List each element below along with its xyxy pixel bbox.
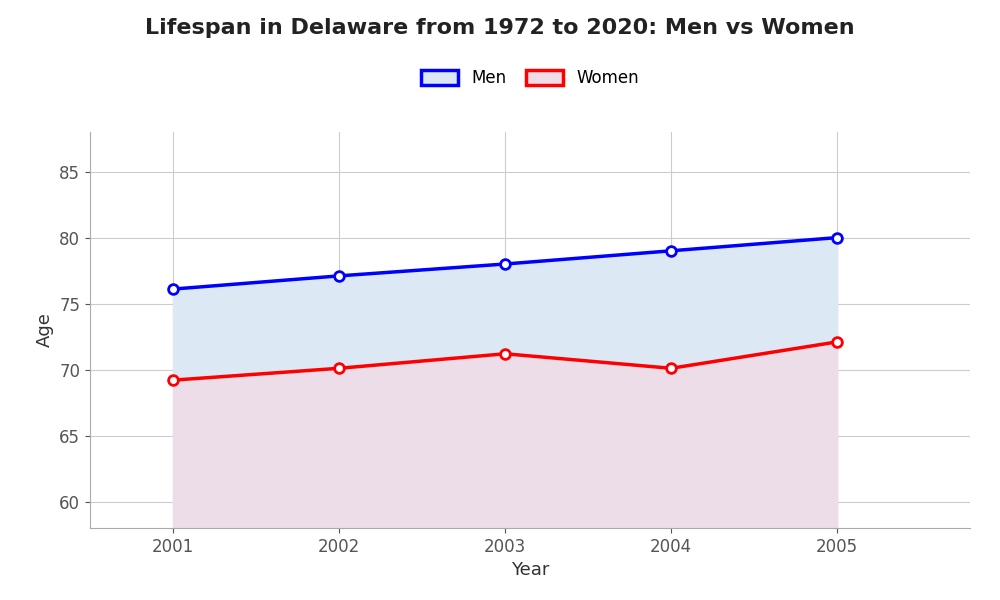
Legend: Men, Women: Men, Women xyxy=(421,69,639,87)
X-axis label: Year: Year xyxy=(511,561,549,579)
Text: Lifespan in Delaware from 1972 to 2020: Men vs Women: Lifespan in Delaware from 1972 to 2020: … xyxy=(145,18,855,38)
Y-axis label: Age: Age xyxy=(36,313,54,347)
